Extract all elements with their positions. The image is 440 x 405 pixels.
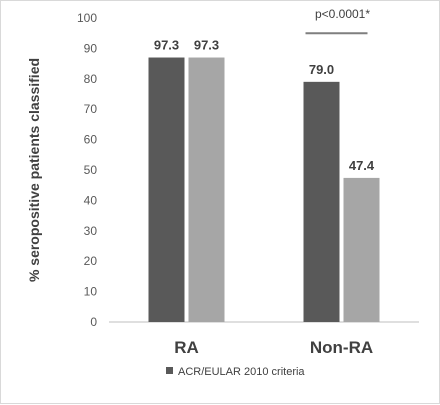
significance-label: p<0.0001* bbox=[315, 7, 370, 21]
category-labels: RA Non-RA bbox=[174, 338, 373, 357]
y-tick-label: 90 bbox=[84, 41, 98, 55]
bars bbox=[148, 57, 380, 323]
y-axis-label: % seropositive patients classified bbox=[26, 58, 42, 282]
y-tick-label: 100 bbox=[77, 11, 97, 25]
legend-label: ACR/EULAR 2010 criteria bbox=[178, 366, 305, 378]
y-tick-label: 10 bbox=[84, 285, 98, 299]
category-label: RA bbox=[174, 338, 199, 357]
data-labels: 97.3 97.3 79.0 47.4 bbox=[154, 38, 375, 173]
y-tick-label: 0 bbox=[90, 315, 97, 329]
y-axis-ticks: 0 10 20 30 40 50 60 70 80 90 100 bbox=[77, 11, 97, 329]
data-label: 97.3 bbox=[194, 38, 219, 53]
y-tick-label: 50 bbox=[84, 163, 98, 177]
legend-swatch bbox=[166, 367, 173, 374]
y-tick-label: 60 bbox=[84, 133, 98, 147]
bar bbox=[148, 57, 185, 323]
bar bbox=[343, 177, 380, 322]
data-label: 47.4 bbox=[349, 158, 375, 173]
bar bbox=[303, 81, 340, 322]
y-tick-label: 20 bbox=[84, 254, 98, 268]
bar bbox=[188, 57, 225, 323]
y-tick-label: 70 bbox=[84, 102, 98, 116]
y-tick-label: 80 bbox=[84, 72, 98, 86]
data-label: 79.0 bbox=[309, 62, 334, 77]
data-label: 97.3 bbox=[154, 38, 179, 53]
y-tick-label: 30 bbox=[84, 224, 98, 238]
category-label: Non-RA bbox=[310, 338, 373, 357]
y-tick-label: 40 bbox=[84, 193, 98, 207]
